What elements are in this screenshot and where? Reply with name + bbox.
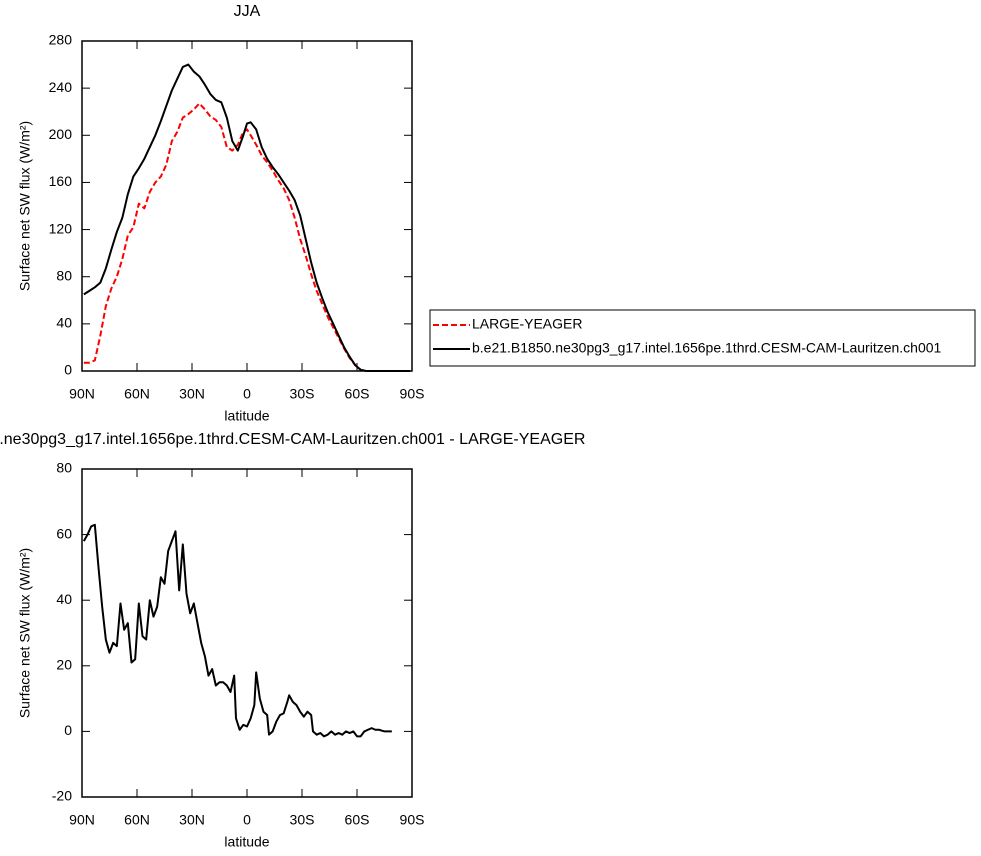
x-tick-label: 60N [124, 812, 150, 828]
x-axis-label: latitude [224, 834, 269, 850]
y-axis-label: Surface net SW flux (W/m²) [17, 548, 33, 718]
data-line [82, 523, 392, 738]
y-tick-label: 160 [49, 173, 73, 189]
plot-frame [81, 40, 413, 372]
y-tick-label: 40 [56, 591, 72, 607]
x-tick-label: 30S [290, 386, 315, 402]
x-tick-label: 60N [124, 386, 150, 402]
legend-box [429, 309, 976, 367]
data-line [83, 102, 411, 372]
x-tick-label: 60S [345, 386, 370, 402]
x-tick-label: 0 [243, 386, 251, 402]
y-tick-label: 40 [56, 315, 72, 331]
x-tick-label: 90N [69, 386, 95, 402]
x-tick-label: 30S [290, 812, 315, 828]
chart-title: b.e21.B1850.ne30pg3_g17.intel.1656pe.1th… [0, 431, 585, 448]
legend-label: LARGE-YEAGER [472, 316, 582, 332]
x-tick-label: 60S [345, 812, 370, 828]
y-tick-label: 200 [49, 126, 73, 142]
y-tick-label: 60 [56, 525, 72, 541]
y-tick-label: 280 [49, 32, 73, 48]
x-tick-label: 0 [243, 812, 251, 828]
y-axis-label: Surface net SW flux (W/m²) [17, 121, 33, 291]
x-tick-label: 90N [69, 812, 95, 828]
legend-label: b.e21.B1850.ne30pg3_g17.intel.1656pe.1th… [472, 340, 942, 356]
x-tick-label: 30N [179, 386, 205, 402]
x-tick-label: 90S [400, 386, 425, 402]
y-tick-label: 80 [56, 460, 72, 476]
y-tick-label: 80 [56, 267, 72, 283]
y-tick-label: 0 [64, 722, 72, 738]
y-tick-label: 0 [64, 362, 72, 378]
x-axis-label: latitude [224, 408, 269, 424]
x-tick-label: 30N [179, 812, 205, 828]
y-tick-label: -20 [52, 788, 72, 804]
y-tick-label: 240 [49, 79, 73, 95]
data-line [83, 63, 411, 372]
chart-title: JJA [234, 3, 261, 20]
y-tick-label: 120 [49, 220, 73, 236]
y-tick-label: 20 [56, 657, 72, 673]
plot-frame [81, 468, 413, 798]
x-tick-label: 90S [400, 812, 425, 828]
